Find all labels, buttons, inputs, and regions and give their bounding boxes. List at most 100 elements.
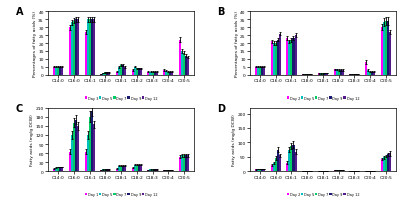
Bar bbox=[255, 68, 257, 75]
Bar bbox=[171, 170, 173, 171]
Bar bbox=[169, 72, 171, 75]
Bar bbox=[338, 170, 340, 171]
Bar bbox=[381, 28, 383, 75]
Bar bbox=[257, 68, 259, 75]
Bar bbox=[73, 123, 75, 171]
Bar bbox=[179, 157, 181, 171]
Bar bbox=[385, 22, 387, 75]
Bar bbox=[57, 68, 59, 75]
Bar bbox=[57, 167, 59, 171]
Bar bbox=[336, 70, 338, 75]
Bar bbox=[55, 68, 57, 75]
Text: C: C bbox=[16, 103, 23, 113]
Legend: Day 3, Day 5, Day 7, Day 9, Day 12: Day 3, Day 5, Day 7, Day 9, Day 12 bbox=[85, 96, 157, 100]
Bar bbox=[120, 66, 122, 75]
Bar bbox=[124, 68, 126, 75]
Bar bbox=[102, 170, 104, 171]
Bar bbox=[385, 156, 387, 171]
Bar bbox=[152, 170, 154, 171]
Bar bbox=[169, 170, 171, 171]
Bar bbox=[187, 156, 189, 171]
Bar bbox=[288, 42, 290, 75]
Bar bbox=[342, 71, 344, 75]
Bar bbox=[324, 74, 326, 75]
Bar bbox=[163, 170, 165, 171]
Bar bbox=[387, 155, 389, 171]
Bar bbox=[340, 170, 342, 171]
Bar bbox=[263, 169, 265, 171]
Bar bbox=[93, 20, 95, 75]
Bar bbox=[165, 170, 167, 171]
Bar bbox=[69, 152, 71, 171]
Legend: Day 2, Day 5, Day 7, Day 9, Day 12: Day 2, Day 5, Day 7, Day 9, Day 12 bbox=[287, 192, 359, 196]
Text: D: D bbox=[218, 103, 226, 113]
Bar bbox=[286, 163, 288, 171]
Bar bbox=[294, 36, 296, 75]
Legend: Day 1, Day 5, Day 7, Day 9, Day 12: Day 1, Day 5, Day 7, Day 9, Day 12 bbox=[85, 192, 157, 196]
Text: A: A bbox=[16, 7, 23, 17]
Bar bbox=[148, 72, 150, 75]
Bar bbox=[271, 42, 273, 75]
Bar bbox=[154, 72, 156, 75]
Bar bbox=[108, 170, 110, 171]
Bar bbox=[122, 166, 124, 171]
Bar bbox=[120, 166, 122, 171]
Bar bbox=[84, 152, 86, 171]
Bar bbox=[106, 73, 108, 75]
Bar bbox=[183, 53, 185, 75]
Bar bbox=[86, 20, 89, 75]
Bar bbox=[171, 72, 173, 75]
Bar bbox=[275, 159, 277, 171]
Bar bbox=[89, 20, 91, 75]
Bar bbox=[342, 170, 344, 171]
Bar bbox=[334, 170, 336, 171]
Legend: Day 2, Day 5, Day 7, Day 9, Day 12: Day 2, Day 5, Day 7, Day 9, Day 12 bbox=[287, 96, 359, 100]
Bar bbox=[322, 74, 324, 75]
Bar bbox=[89, 117, 91, 171]
Bar bbox=[383, 23, 385, 75]
Bar bbox=[263, 68, 265, 75]
Bar bbox=[53, 68, 55, 75]
Bar bbox=[156, 170, 158, 171]
Bar bbox=[75, 20, 77, 75]
Bar bbox=[138, 69, 140, 75]
Bar bbox=[118, 68, 120, 75]
Bar bbox=[187, 58, 189, 75]
Bar bbox=[59, 68, 61, 75]
Bar bbox=[277, 150, 279, 171]
Text: B: B bbox=[218, 7, 225, 17]
Bar bbox=[138, 165, 140, 171]
Bar bbox=[73, 22, 75, 75]
Bar bbox=[163, 71, 165, 75]
Bar bbox=[183, 156, 185, 171]
Bar bbox=[148, 170, 150, 171]
Bar bbox=[340, 71, 342, 75]
Bar bbox=[104, 170, 106, 171]
Bar bbox=[271, 165, 273, 171]
Bar bbox=[383, 157, 385, 171]
Bar bbox=[277, 41, 279, 75]
Bar bbox=[100, 170, 102, 171]
Bar bbox=[106, 170, 108, 171]
Bar bbox=[369, 72, 371, 75]
Bar bbox=[55, 168, 57, 171]
Bar bbox=[259, 169, 261, 171]
Bar bbox=[371, 72, 373, 75]
Bar bbox=[273, 163, 275, 171]
Bar bbox=[288, 150, 290, 171]
Bar bbox=[275, 44, 277, 75]
Bar bbox=[86, 135, 89, 171]
Y-axis label: Fatty acids (mg/g DCW): Fatty acids (mg/g DCW) bbox=[30, 114, 34, 165]
Bar bbox=[179, 41, 181, 75]
Bar bbox=[292, 39, 294, 75]
Bar bbox=[134, 68, 136, 75]
Bar bbox=[136, 165, 138, 171]
Bar bbox=[367, 71, 369, 75]
Bar bbox=[61, 167, 63, 171]
Bar bbox=[156, 72, 158, 75]
Bar bbox=[116, 169, 118, 171]
Bar bbox=[373, 72, 375, 75]
Bar bbox=[61, 68, 63, 75]
Y-axis label: Percentages of fatty acids (%): Percentages of fatty acids (%) bbox=[33, 11, 37, 77]
Bar bbox=[53, 169, 55, 171]
